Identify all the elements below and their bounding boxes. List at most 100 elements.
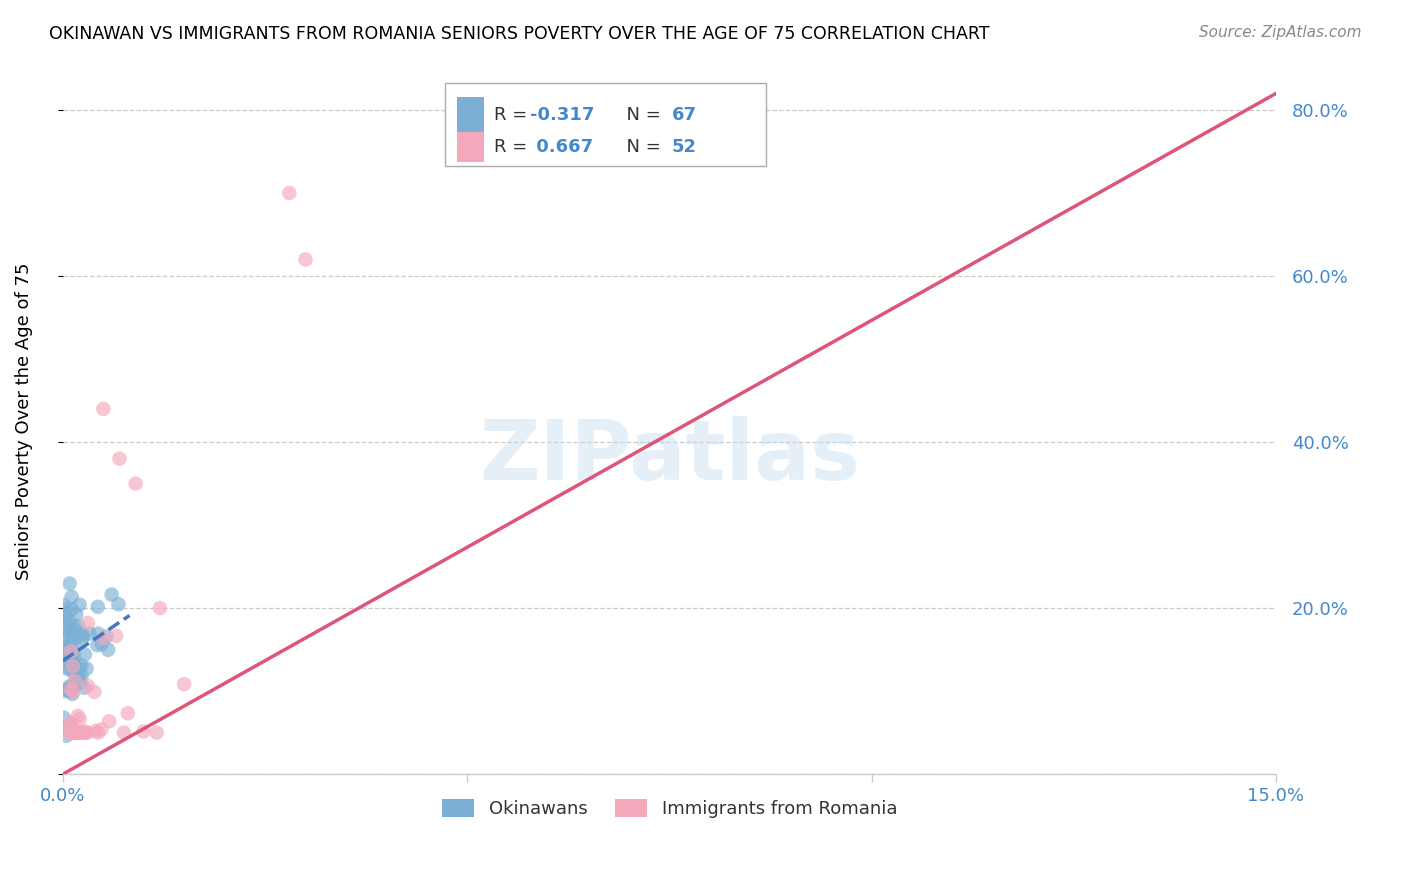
Point [79, 626, 101, 640]
Point [52, 684, 75, 698]
Point [59, 725, 82, 739]
Point [59, 725, 82, 739]
Point [59, 681, 82, 695]
Point [108, 451, 131, 466]
Point [67, 619, 90, 633]
Point [52, 610, 75, 624]
Point [75, 724, 97, 739]
Point [58, 679, 80, 693]
Point [60, 590, 83, 604]
Point [60, 634, 83, 648]
Point [72, 631, 94, 645]
Point [60, 654, 83, 668]
Point [100, 588, 122, 602]
Point [59, 725, 82, 739]
Text: OKINAWAN VS IMMIGRANTS FROM ROMANIA SENIORS POVERTY OVER THE AGE OF 75 CORRELATI: OKINAWAN VS IMMIGRANTS FROM ROMANIA SENI… [49, 25, 990, 43]
Point [63, 725, 86, 739]
Point [59, 644, 82, 658]
Point [60, 652, 83, 666]
Point [62, 625, 84, 640]
Point [60, 602, 83, 616]
Point [59, 725, 82, 739]
Text: N =: N = [614, 106, 666, 124]
Point [59, 725, 82, 739]
Point [55, 602, 77, 616]
Point [62, 659, 84, 673]
Point [98, 714, 121, 729]
Point [62, 657, 84, 672]
Point [69, 712, 91, 726]
Point [69, 675, 91, 690]
Point [53, 643, 76, 657]
Point [59, 716, 82, 731]
Point [66, 668, 89, 682]
Point [59, 684, 82, 698]
Text: Source: ZipAtlas.com: Source: ZipAtlas.com [1198, 25, 1361, 40]
Point [56, 617, 79, 632]
Point [56, 662, 79, 676]
Point [67, 725, 90, 739]
Point [73, 681, 96, 695]
FancyBboxPatch shape [444, 83, 766, 166]
Point [62, 680, 84, 694]
Text: 0.667: 0.667 [530, 138, 593, 156]
Point [69, 725, 91, 739]
Point [53, 614, 76, 628]
Point [93, 631, 115, 645]
Point [56, 682, 79, 697]
Point [59, 725, 82, 739]
Point [52, 630, 75, 644]
Point [59, 716, 82, 731]
Point [70, 658, 93, 673]
Point [76, 615, 98, 630]
Point [59, 725, 82, 739]
Point [59, 682, 82, 697]
Point [173, 677, 195, 691]
Point [58, 627, 80, 641]
Point [55, 652, 77, 666]
Point [58, 660, 80, 674]
Point [55, 624, 77, 638]
Point [149, 601, 172, 615]
Point [112, 725, 135, 739]
Point [63, 620, 86, 634]
Point [69, 725, 91, 739]
Point [107, 597, 129, 611]
Point [58, 614, 80, 628]
Point [63, 649, 86, 664]
Point [70, 668, 93, 682]
Point [59, 717, 82, 731]
Point [76, 679, 98, 693]
Point [62, 665, 84, 680]
Point [62, 684, 84, 698]
Point [55, 729, 77, 743]
Point [58, 719, 80, 733]
Point [70, 627, 93, 641]
FancyBboxPatch shape [457, 132, 484, 161]
Point [60, 725, 83, 739]
Point [72, 725, 94, 739]
Text: 67: 67 [672, 106, 697, 124]
Point [72, 629, 94, 643]
Y-axis label: Seniors Poverty Over the Age of 75: Seniors Poverty Over the Age of 75 [15, 262, 32, 580]
Point [76, 725, 98, 739]
Point [67, 661, 90, 675]
Point [145, 725, 167, 739]
Point [55, 645, 77, 659]
Point [72, 725, 94, 739]
Point [59, 576, 82, 591]
Point [66, 709, 89, 723]
Point [124, 476, 146, 491]
Point [86, 638, 108, 652]
Text: 52: 52 [672, 138, 697, 156]
Point [132, 724, 155, 739]
Point [90, 637, 112, 651]
Point [65, 640, 87, 654]
Text: R =: R = [494, 138, 533, 156]
Point [83, 685, 105, 699]
Point [117, 706, 139, 721]
Point [62, 658, 84, 673]
FancyBboxPatch shape [457, 96, 484, 134]
Text: R =: R = [494, 106, 533, 124]
Text: N =: N = [614, 138, 666, 156]
